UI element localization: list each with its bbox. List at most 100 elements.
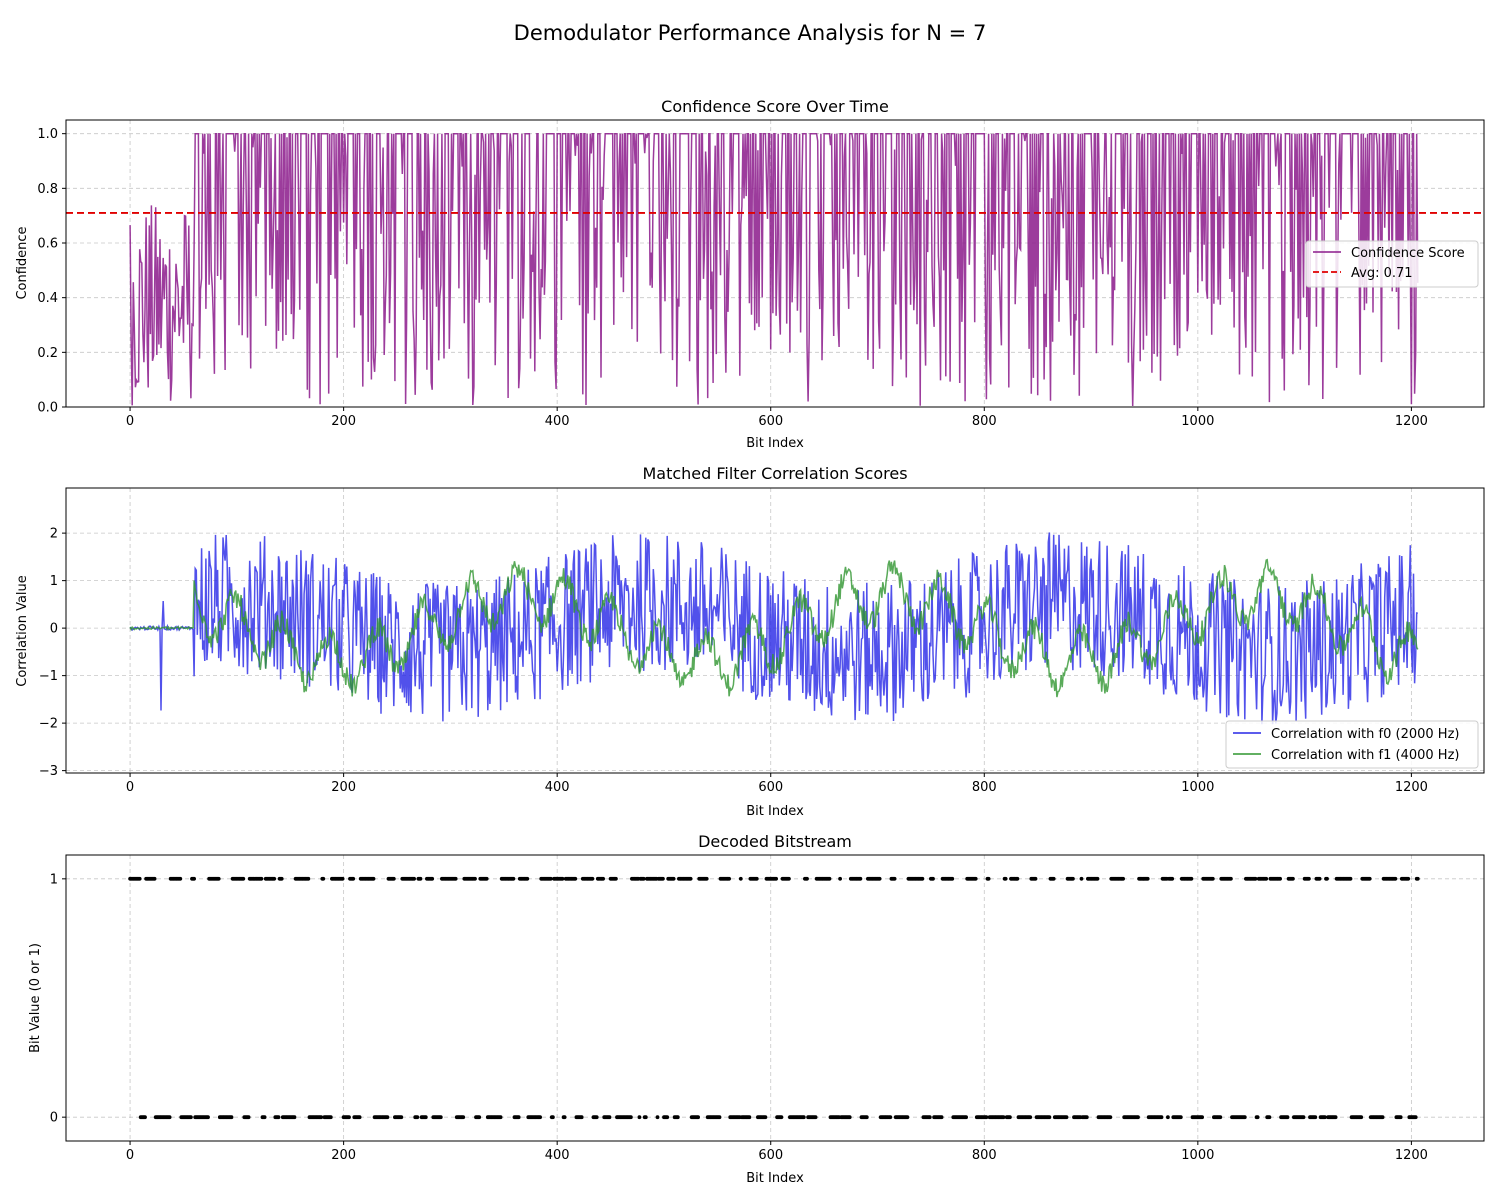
bit-point <box>1278 876 1282 881</box>
bit-point <box>986 876 991 881</box>
bit-point <box>438 1115 443 1120</box>
bit-point <box>321 876 326 881</box>
bit-point <box>637 1115 642 1120</box>
bit-point <box>747 1115 752 1120</box>
bit-point <box>306 876 311 881</box>
bit-point <box>704 876 709 881</box>
bit-point <box>192 876 197 881</box>
x-tick-label: 1200 <box>1395 1148 1428 1163</box>
bit-point <box>1178 1115 1183 1120</box>
confidence-y-ticks: 0.0 0.2 0.4 0.6 0.8 1.0 <box>37 127 66 416</box>
confidence-plot-area <box>65 119 1485 408</box>
bit-point <box>189 1115 193 1120</box>
bit-point <box>1348 876 1353 881</box>
bit-point <box>774 876 778 881</box>
bit-point <box>675 1115 680 1120</box>
bit-point <box>1166 1115 1170 1120</box>
bit-point <box>562 1115 567 1120</box>
bit-point <box>1380 1115 1385 1120</box>
confidence-series <box>66 132 1484 407</box>
bit-point <box>391 876 396 881</box>
bitstream-panel: Decoded Bitstream 0 200 400 600 800 1000 1200 … <box>28 832 1485 1186</box>
bit-point <box>888 1115 893 1120</box>
bit-point <box>939 1115 944 1120</box>
bit-point <box>551 1115 555 1120</box>
correlation-plot-area <box>65 487 1485 774</box>
bit-point <box>590 876 595 881</box>
bit-point <box>964 1115 968 1120</box>
bit-point <box>920 876 925 881</box>
x-tick-label: 800 <box>972 1148 997 1163</box>
bit-point <box>1047 1115 1052 1120</box>
bit-point <box>1229 876 1233 881</box>
bit-point <box>137 876 142 881</box>
bit-point <box>579 1115 584 1120</box>
x-tick-label: 1000 <box>1181 780 1214 795</box>
legend-average-label: Avg: 0.71 <box>1351 266 1413 281</box>
bit-point <box>453 876 458 881</box>
bit-point <box>892 876 897 881</box>
bit-point <box>340 876 345 881</box>
bit-point <box>167 1115 172 1120</box>
bit-point <box>1255 1115 1260 1120</box>
bit-point <box>279 876 284 881</box>
bit-point <box>838 876 842 881</box>
bit-point <box>178 876 183 881</box>
bit-point <box>614 876 618 881</box>
bit-point <box>1008 1115 1012 1120</box>
x-tick-label: 800 <box>972 414 997 429</box>
bit-point <box>1015 876 1020 881</box>
bit-point <box>905 1115 910 1120</box>
x-tick-label: 400 <box>545 414 570 429</box>
correlation-legend-box <box>1225 720 1479 769</box>
y-tick-label: 0 <box>50 622 58 637</box>
x-tick-label: 200 <box>331 414 356 429</box>
bit-point <box>430 876 435 881</box>
bit-point <box>1313 1115 1318 1120</box>
bit-point <box>1291 876 1295 881</box>
bit-point <box>548 876 553 881</box>
bit-point <box>152 876 157 881</box>
bit-point <box>1359 1115 1364 1120</box>
bit-point <box>1218 1115 1223 1120</box>
bit-point <box>477 1115 482 1120</box>
bit-point <box>727 876 731 881</box>
confidence-x-ticks: 0 200 400 600 800 1000 1200 <box>126 407 1428 429</box>
y-tick-label: 1 <box>50 872 58 887</box>
x-tick-label: 1000 <box>1181 1148 1214 1163</box>
bit-point <box>1095 876 1100 881</box>
bit-point <box>1136 1115 1140 1120</box>
correlation-x-ticks: 0 200 400 600 800 1000 1200 <box>126 773 1428 795</box>
bit-point <box>1398 1115 1403 1120</box>
bit-point <box>415 1115 420 1120</box>
bit-point <box>385 1115 390 1120</box>
bit-point <box>319 1115 324 1120</box>
bit-point <box>498 1115 503 1120</box>
bit-point <box>643 1115 648 1120</box>
confidence-y-label: Confidence <box>15 226 30 299</box>
y-tick-label: −3 <box>39 764 58 779</box>
y-tick-label: 0.0 <box>37 401 58 416</box>
correlation-x-label: Bit Index <box>746 804 804 819</box>
bit-point <box>1003 876 1008 881</box>
correlation-f0-line <box>129 532 1418 725</box>
bit-point <box>813 1115 818 1120</box>
bit-point <box>216 876 221 881</box>
bit-point <box>143 1115 147 1120</box>
bit-point <box>601 876 605 881</box>
bit-point <box>877 876 882 881</box>
x-tick-label: 1000 <box>1181 414 1214 429</box>
bit-point <box>671 876 676 881</box>
bit-point <box>418 876 423 881</box>
bit-point <box>1064 1115 1069 1120</box>
bit-point <box>1001 1115 1006 1120</box>
bit-point <box>423 1115 428 1120</box>
bit-point <box>473 876 477 881</box>
bit-point <box>607 1115 612 1120</box>
x-tick-label: 200 <box>331 1148 356 1163</box>
bitstream-y-label: Bit Value (0 or 1) <box>28 943 43 1053</box>
correlation-y-ticks: −3 −2 −1 0 1 2 <box>39 527 66 779</box>
bit-point <box>973 876 978 881</box>
y-tick-label: 1.0 <box>37 127 58 142</box>
